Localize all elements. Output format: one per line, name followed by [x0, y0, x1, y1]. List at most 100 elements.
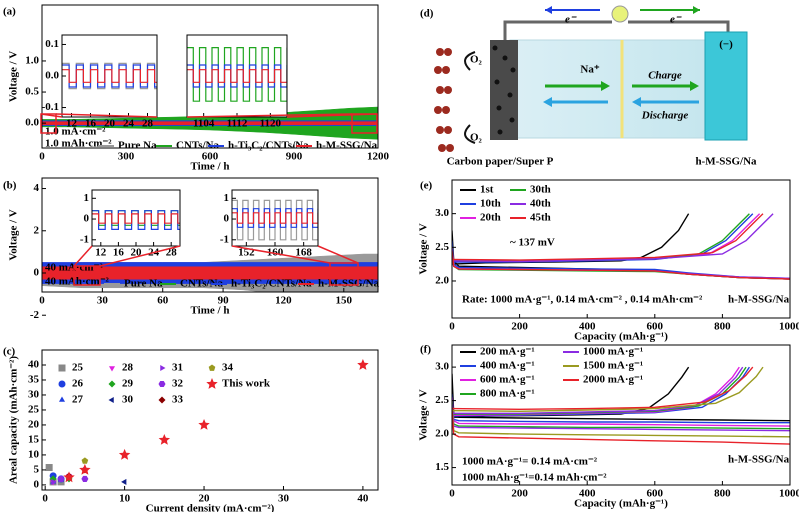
- legend-label: 27: [72, 394, 84, 406]
- legend-marker: [208, 364, 216, 371]
- y-tick-label: -1: [220, 233, 229, 245]
- panel-label: (f): [420, 344, 431, 356]
- legend-label: 45th: [530, 212, 551, 224]
- x-axis-label: Capacity (mAh·g⁻¹): [574, 498, 668, 510]
- x-tick-label: 0: [449, 321, 455, 333]
- point: [81, 475, 89, 482]
- y-axis-label: Voltage / V: [8, 209, 20, 260]
- legend-marker: [58, 380, 66, 388]
- arrow-head: [545, 6, 552, 14]
- voltage-curve: [452, 366, 790, 438]
- legend-label: 40th: [530, 198, 551, 210]
- x-tick-label: 160: [267, 247, 284, 259]
- anode: [704, 31, 748, 141]
- arrow-head: [543, 97, 552, 107]
- frame: [41, 349, 379, 491]
- charge-label: Charge: [648, 70, 682, 82]
- panel-label: (d): [420, 8, 434, 20]
- y-tick-label: -2: [30, 309, 40, 321]
- legend-label: h-M-SSG/Na: [318, 278, 380, 290]
- x-tick-label: 28: [142, 118, 154, 130]
- legend-label: 31: [172, 362, 183, 374]
- inset: 1104 1112 1120: [186, 34, 288, 130]
- cell-diagram: (d) e⁻ e⁻ (−) O₂ O₂ Na⁺ Charge Discharg: [420, 5, 757, 168]
- voltage-profile: [187, 69, 287, 83]
- discharge-label: Discharge: [641, 110, 689, 122]
- x-tick-label: 400: [579, 488, 596, 500]
- legend-marker: [160, 364, 166, 372]
- point: [63, 471, 75, 483]
- legend-marker: [158, 396, 166, 404]
- voltage-profile: [92, 213, 180, 224]
- data: [45, 358, 369, 486]
- cathode: [490, 40, 518, 140]
- point: [51, 478, 57, 485]
- legend-label: 400 mA·g⁻¹: [480, 360, 535, 372]
- y-tick-label: 5: [34, 463, 40, 475]
- point: [158, 433, 171, 445]
- frame: [61, 34, 158, 118]
- y-tick-label: -1: [80, 233, 89, 245]
- data: [187, 47, 287, 102]
- legend-label: 29: [122, 378, 134, 390]
- electrolyte: [509, 39, 711, 139]
- point: [57, 475, 65, 482]
- electron-label: e⁻: [565, 14, 577, 26]
- legend-label: 1st: [480, 184, 494, 196]
- electron-label: e⁻: [670, 14, 682, 26]
- annotation: 1.0 mAh·cm⁻²: [45, 138, 112, 150]
- zoom-link: [231, 245, 331, 264]
- zoom-link: [99, 245, 181, 267]
- annotation: ~ 137 mV: [510, 237, 555, 249]
- frame: [451, 344, 791, 486]
- x-tick-label: 16: [113, 247, 125, 259]
- frame: [451, 179, 791, 319]
- legend-label: h-M-SSG/Na: [316, 140, 378, 152]
- y-tick-label: 25: [28, 403, 40, 415]
- x-tick-label: 168: [295, 247, 312, 259]
- caption: h-M-SSG/Na: [695, 156, 757, 168]
- y-tick-label: 2.0: [435, 275, 449, 287]
- legend-label: 33: [172, 394, 184, 406]
- x-axis-label: Current density (mA·cm⁻²): [146, 503, 275, 512]
- x-tick-label: 0: [42, 493, 48, 505]
- y-tick-label: 1: [84, 192, 90, 204]
- zoom-link: [55, 113, 158, 118]
- plot-area: [62, 35, 157, 117]
- zoom-link: [286, 113, 378, 118]
- y-tick-label: 40: [28, 359, 40, 371]
- point: [81, 457, 89, 464]
- legend-label: CNTs/Na: [180, 278, 223, 290]
- point: [357, 358, 369, 370]
- legend-marker: [158, 380, 166, 388]
- plot-area: [92, 190, 180, 246]
- x-tick-label: 400: [579, 321, 596, 333]
- legend-marker: [58, 396, 66, 402]
- arrow-head: [690, 81, 699, 91]
- x-tick-label: 10: [119, 493, 131, 505]
- y-axis-label: Voltage / V: [418, 389, 430, 440]
- x-tick-label: 1000: [779, 321, 799, 333]
- y-tick-label: 0.1: [45, 38, 59, 50]
- x-tick-label: 1104: [193, 118, 215, 130]
- plot-area: [42, 350, 378, 490]
- x-axis-label: Time / h: [191, 161, 230, 173]
- x-tick-label: 90: [218, 295, 230, 307]
- y-tick-label: 1: [224, 192, 230, 204]
- bulb: [611, 5, 629, 23]
- x-tick-label: 120: [275, 295, 292, 307]
- zoom-link: [317, 245, 359, 264]
- legend-label: This work: [222, 378, 271, 390]
- x-tick-label: 600: [202, 151, 219, 163]
- voltage-curve: [452, 213, 790, 280]
- x-tick-label: 1000: [779, 488, 799, 500]
- panel: 0 200 400 600 800 1000 1.5 2.0 2.5 3.0 Capacity (m…: [418, 344, 799, 510]
- x-axis-label: Time / h: [191, 305, 230, 317]
- x-tick-label: 16: [85, 118, 97, 130]
- legend-label: 200 mA·g⁻¹: [480, 346, 535, 358]
- y-tick-label: 0: [224, 213, 230, 225]
- x-tick-label: 12: [95, 247, 107, 259]
